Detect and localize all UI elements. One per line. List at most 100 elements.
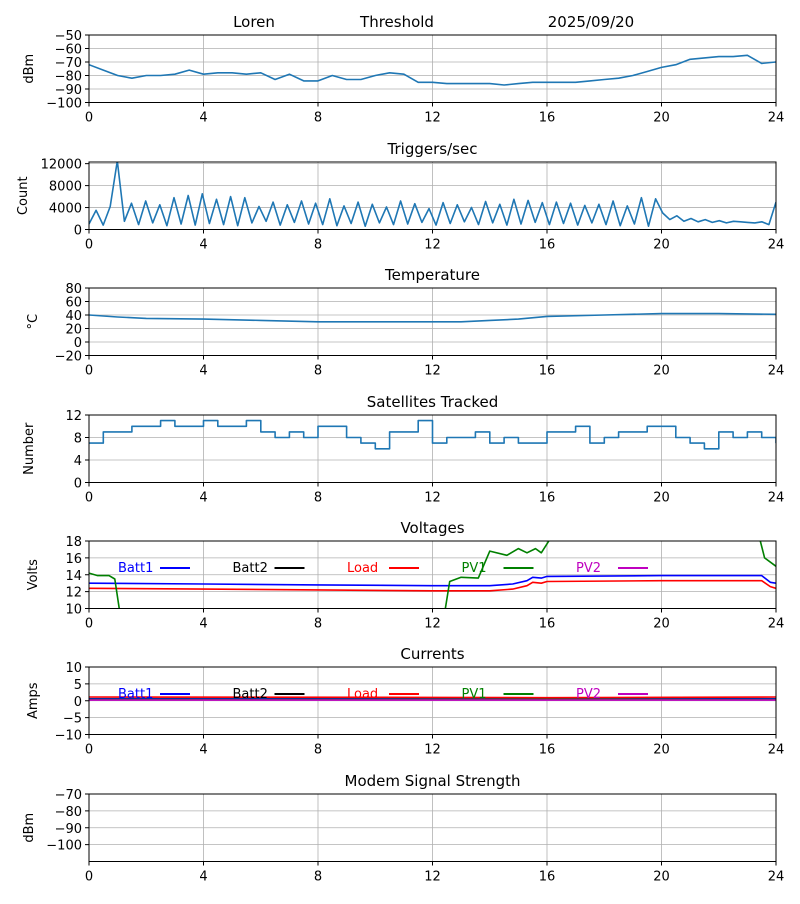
x-tick-label: 12	[424, 870, 441, 885]
x-tick-label: 16	[539, 364, 556, 379]
y-tick-label: 8	[74, 432, 82, 447]
x-tick-label: 4	[199, 111, 207, 126]
series-line-batt1	[89, 574, 776, 587]
x-tick-label: 8	[314, 743, 322, 758]
y-tick-label: −100	[46, 97, 82, 112]
y-tick-label: 0	[74, 224, 82, 239]
legend-label-pv2: PV2	[576, 561, 601, 576]
panel-title: Triggers/sec	[387, 140, 478, 158]
y-tick-label: −100	[46, 839, 82, 854]
x-tick-label: 12	[424, 111, 441, 126]
panel-satellites-tracked: 0 4 8 12 16 20 24 0 4 8 12 Satellites Tracked Number	[22, 393, 784, 506]
x-tick-label: 0	[85, 617, 93, 632]
x-tick-label: 12	[424, 491, 441, 506]
legend-label-batt1: Batt1	[118, 687, 153, 702]
header-mode: Threshold	[359, 13, 434, 31]
y-tick-label: −60	[55, 43, 82, 58]
y-axis-label: Number	[22, 422, 37, 475]
x-tick-label: 12	[424, 617, 441, 632]
x-tick-label: 16	[539, 238, 556, 253]
y-tick-label: 0	[74, 336, 82, 351]
x-tick-label: 16	[539, 111, 556, 126]
x-tick-label: 16	[539, 743, 556, 758]
x-tick-label: 4	[199, 617, 207, 632]
panel-voltages: 0 4 8 12 16 20 24 10 12 14 16 18 Voltages Volts Batt1 B…	[26, 519, 784, 632]
x-tick-label: 16	[539, 491, 556, 506]
x-tick-label: 8	[314, 617, 322, 632]
y-tick-label: 4000	[49, 202, 82, 217]
x-tick-label: 20	[653, 870, 670, 885]
x-tick-label: 0	[85, 111, 93, 126]
y-tick-label: 14	[65, 569, 82, 584]
y-tick-label: −70	[55, 56, 82, 71]
x-tick-label: 20	[653, 491, 670, 506]
x-tick-label: 20	[653, 111, 670, 126]
legend-label-load: Load	[347, 561, 378, 576]
y-tick-label: 8000	[49, 180, 82, 195]
x-tick-label: 12	[424, 238, 441, 253]
y-tick-label: −80	[55, 805, 82, 820]
y-axis-label: Count	[16, 176, 31, 215]
x-tick-label: 4	[199, 743, 207, 758]
panel-modem-signal-strength: 0 4 8 12 16 20 24 −70 −80 −90 −100 Modem Signal Str…	[22, 772, 784, 885]
legend-label-batt2: Batt2	[233, 687, 268, 702]
y-axis-label: Amps	[26, 682, 41, 719]
y-tick-label: 12	[65, 586, 82, 601]
header-station: Loren	[233, 13, 275, 31]
y-tick-label: 0	[74, 695, 82, 710]
y-tick-label: 4	[74, 454, 82, 469]
y-tick-label: 12	[65, 409, 82, 424]
legend-label-load: Load	[347, 687, 378, 702]
y-tick-label: 12000	[41, 158, 82, 173]
y-tick-label: 20	[65, 323, 82, 338]
panel-title: Voltages	[400, 519, 464, 537]
y-tick-label: 5	[74, 678, 82, 693]
x-tick-label: 0	[85, 364, 93, 379]
y-tick-label: 40	[65, 309, 82, 324]
x-tick-label: 4	[199, 870, 207, 885]
y-tick-label: −90	[55, 83, 82, 98]
y-axis-label: °C	[26, 314, 41, 330]
x-tick-label: 24	[768, 743, 785, 758]
x-tick-label: 4	[199, 364, 207, 379]
y-tick-label: 10	[65, 603, 82, 618]
figure-header: Loren Threshold 2025/09/20	[233, 13, 634, 31]
y-tick-label: −50	[55, 29, 82, 44]
y-tick-label: 18	[65, 535, 82, 550]
x-tick-label: 16	[539, 870, 556, 885]
x-tick-label: 0	[85, 491, 93, 506]
y-tick-label: −10	[55, 729, 82, 744]
series-line-pv1	[89, 541, 776, 609]
x-tick-label: 0	[85, 870, 93, 885]
series-line-triggers	[89, 162, 776, 227]
panel-title: Modem Signal Strength	[345, 772, 521, 790]
legend-label-batt2: Batt2	[233, 561, 268, 576]
legend-label-pv2: PV2	[576, 687, 601, 702]
x-tick-label: 24	[768, 870, 785, 885]
x-tick-label: 4	[199, 491, 207, 506]
panel-triggers-sec: 0 4 8 12 16 20 24 0 4000 8000 12000 Triggers/sec Cou…	[16, 140, 784, 253]
x-tick-label: 8	[314, 870, 322, 885]
y-tick-label: 0	[74, 477, 82, 492]
x-tick-label: 8	[314, 364, 322, 379]
series-line-load	[89, 579, 776, 592]
y-tick-label: −5	[63, 712, 82, 727]
x-tick-label: 8	[314, 491, 322, 506]
y-axis-label: dBm	[22, 54, 37, 84]
x-tick-label: 4	[199, 238, 207, 253]
x-tick-label: 20	[653, 617, 670, 632]
panel-title: Temperature	[384, 266, 480, 284]
x-tick-label: 24	[768, 364, 785, 379]
x-tick-label: 0	[85, 743, 93, 758]
y-tick-label: −90	[55, 822, 82, 837]
legend-label-pv1: PV1	[462, 561, 487, 576]
panel-title: Currents	[400, 645, 464, 663]
x-tick-label: 12	[424, 743, 441, 758]
x-tick-label: 12	[424, 364, 441, 379]
legend-label-pv1: PV1	[462, 687, 487, 702]
panel-signal: 0 4 8 12 16 20 24 −50−60−70−80−90−100 dBm	[22, 29, 784, 126]
x-tick-label: 16	[539, 617, 556, 632]
y-tick-label: −80	[55, 70, 82, 85]
